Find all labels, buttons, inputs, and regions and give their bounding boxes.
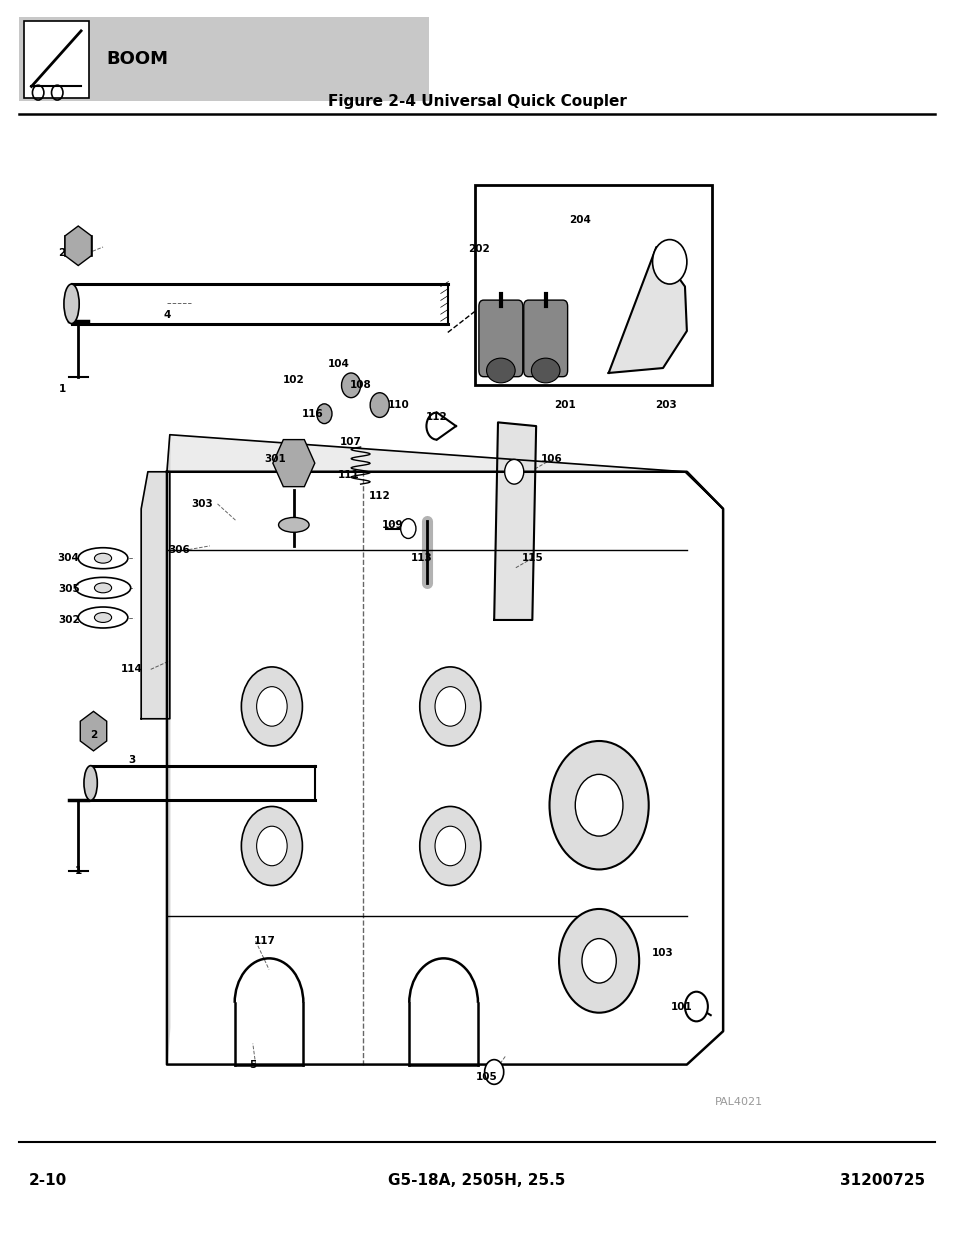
Polygon shape bbox=[141, 472, 170, 719]
Text: 306: 306 bbox=[169, 545, 190, 555]
Text: 5: 5 bbox=[249, 1060, 256, 1070]
Text: 204: 204 bbox=[569, 215, 590, 225]
Text: 109: 109 bbox=[382, 520, 403, 530]
Circle shape bbox=[652, 240, 686, 284]
Text: 117: 117 bbox=[254, 936, 275, 946]
Text: G5-18A, 2505H, 25.5: G5-18A, 2505H, 25.5 bbox=[388, 1173, 565, 1188]
Polygon shape bbox=[167, 435, 722, 509]
Text: 302: 302 bbox=[58, 615, 79, 625]
Ellipse shape bbox=[94, 553, 112, 563]
Text: 115: 115 bbox=[521, 553, 542, 563]
Text: 201: 201 bbox=[554, 400, 575, 410]
Circle shape bbox=[256, 687, 287, 726]
Text: BOOM: BOOM bbox=[107, 51, 169, 68]
Text: 305: 305 bbox=[58, 584, 79, 594]
Ellipse shape bbox=[94, 613, 112, 622]
Circle shape bbox=[435, 826, 465, 866]
Text: 2: 2 bbox=[58, 248, 66, 258]
Text: PAL4021: PAL4021 bbox=[715, 1097, 762, 1107]
Ellipse shape bbox=[486, 358, 515, 383]
Circle shape bbox=[341, 373, 360, 398]
Polygon shape bbox=[167, 435, 170, 1065]
Text: 303: 303 bbox=[192, 499, 213, 509]
Circle shape bbox=[549, 741, 648, 869]
Text: 1: 1 bbox=[58, 384, 66, 394]
Circle shape bbox=[575, 774, 622, 836]
Circle shape bbox=[504, 459, 523, 484]
Text: 116: 116 bbox=[302, 409, 323, 419]
Circle shape bbox=[419, 667, 480, 746]
Ellipse shape bbox=[78, 547, 128, 568]
Circle shape bbox=[484, 1060, 503, 1084]
Polygon shape bbox=[494, 422, 536, 620]
Text: 2-10: 2-10 bbox=[29, 1173, 67, 1188]
Circle shape bbox=[241, 806, 302, 885]
Ellipse shape bbox=[278, 517, 309, 532]
FancyBboxPatch shape bbox=[65, 236, 91, 256]
Text: 107: 107 bbox=[340, 437, 361, 447]
Text: 110: 110 bbox=[388, 400, 409, 410]
Circle shape bbox=[581, 939, 616, 983]
Ellipse shape bbox=[531, 358, 559, 383]
Text: 301: 301 bbox=[264, 454, 285, 464]
Text: 106: 106 bbox=[540, 454, 561, 464]
Circle shape bbox=[419, 806, 480, 885]
FancyBboxPatch shape bbox=[19, 17, 429, 101]
Text: Figure 2-4 Universal Quick Coupler: Figure 2-4 Universal Quick Coupler bbox=[327, 94, 626, 109]
Text: 113: 113 bbox=[411, 553, 432, 563]
Ellipse shape bbox=[94, 583, 112, 593]
Text: 112: 112 bbox=[369, 492, 390, 501]
Circle shape bbox=[316, 404, 332, 424]
Text: 104: 104 bbox=[328, 359, 349, 369]
FancyBboxPatch shape bbox=[478, 300, 522, 377]
Text: 114: 114 bbox=[121, 664, 142, 674]
Text: 105: 105 bbox=[476, 1072, 497, 1082]
Text: 103: 103 bbox=[652, 948, 673, 958]
Ellipse shape bbox=[84, 766, 97, 800]
Bar bbox=[475, 185, 711, 385]
Text: 202: 202 bbox=[468, 245, 489, 254]
Text: 3: 3 bbox=[128, 755, 135, 764]
Polygon shape bbox=[608, 247, 686, 373]
FancyBboxPatch shape bbox=[523, 300, 567, 377]
Circle shape bbox=[684, 992, 707, 1021]
Ellipse shape bbox=[78, 608, 128, 627]
Ellipse shape bbox=[75, 578, 131, 599]
Text: 4: 4 bbox=[163, 310, 171, 320]
Text: 304: 304 bbox=[58, 553, 79, 563]
Circle shape bbox=[558, 909, 639, 1013]
Circle shape bbox=[241, 667, 302, 746]
Circle shape bbox=[435, 687, 465, 726]
Circle shape bbox=[370, 393, 389, 417]
Text: 102: 102 bbox=[283, 375, 304, 385]
Text: 31200725: 31200725 bbox=[840, 1173, 924, 1188]
Circle shape bbox=[400, 519, 416, 538]
Text: 1: 1 bbox=[74, 866, 82, 876]
Text: 112: 112 bbox=[426, 412, 447, 422]
Text: 101: 101 bbox=[671, 1002, 692, 1011]
Text: 111: 111 bbox=[337, 471, 358, 480]
Text: 2: 2 bbox=[90, 730, 97, 740]
Text: 203: 203 bbox=[655, 400, 676, 410]
Ellipse shape bbox=[64, 284, 79, 324]
Text: 108: 108 bbox=[350, 380, 371, 390]
Circle shape bbox=[256, 826, 287, 866]
Bar bbox=[24, 21, 89, 98]
